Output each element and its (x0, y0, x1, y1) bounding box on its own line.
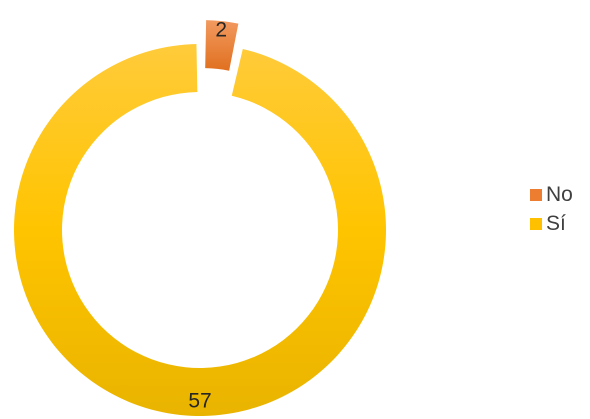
legend: No Sí (530, 180, 573, 238)
slice-no[interactable] (205, 20, 239, 71)
legend-swatch-no (530, 188, 542, 201)
data-label-si: 57 (188, 390, 211, 413)
legend-label-si: Sí (546, 211, 566, 235)
legend-item-si[interactable]: Sí (530, 209, 573, 238)
legend-swatch-si (530, 217, 542, 230)
legend-label-no: No (546, 182, 573, 206)
slice-si[interactable] (14, 44, 387, 417)
legend-item-no[interactable]: No (530, 180, 573, 209)
data-label-no: 2 (215, 19, 227, 42)
